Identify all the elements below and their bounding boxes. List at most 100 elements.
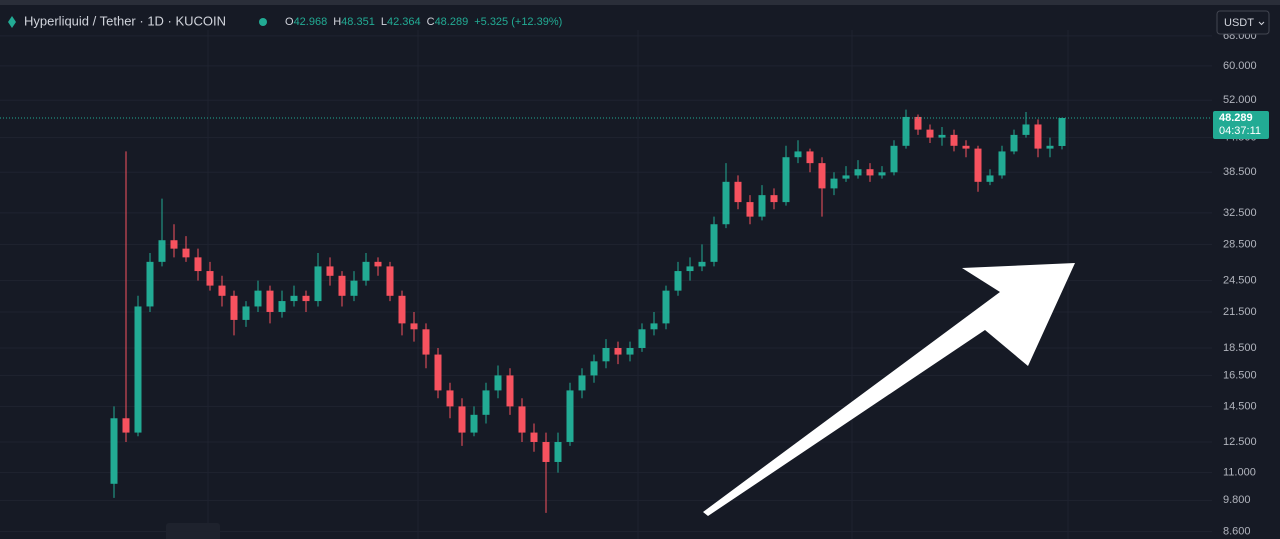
candle-body [362,261,370,281]
candle-body [218,285,226,296]
candle-body [926,129,934,138]
candle-body [470,414,478,433]
candle-body [794,151,802,158]
candle-body [338,275,346,296]
candle-body [962,145,970,149]
y-tick-label: 12.500 [1223,436,1257,448]
candle-body [254,290,262,307]
candle-body [1058,117,1066,146]
candle-body [266,290,274,312]
candle-body [398,295,406,324]
candle-body [974,148,982,182]
candle-body [614,347,622,355]
candle-body [602,347,610,362]
logo [8,16,16,28]
change: +5.325 (+12.39%) [474,16,562,28]
status-dot [259,18,267,26]
candle-body [842,175,850,179]
dropdown-icon[interactable] [1258,21,1265,26]
arrow [703,263,1075,516]
currency-box[interactable] [1216,10,1270,35]
y-tick-label: 16.500 [1223,369,1257,381]
y-tick-label: 18.500 [1223,342,1257,354]
top-border [0,0,1280,5]
ohlc-value: 48.289 [435,16,469,28]
symbol-title: Hyperliquid / Tether · 1D · KUCOIN [24,13,226,28]
candle-body [302,295,310,302]
candle-body [722,181,730,225]
ohlc-label: L [381,16,387,28]
candle-body [578,375,586,391]
candle-body [110,418,118,484]
y-tick-label: 38.500 [1223,166,1257,178]
candle-body [206,271,214,286]
candle-body [230,295,238,320]
candle-body [734,181,742,203]
candle-body [674,271,682,291]
candle-body [854,169,862,176]
candle-body [890,145,898,173]
candle-body [122,418,130,433]
candle-body [878,172,886,176]
price-label-bg [1213,110,1269,139]
candle-body [386,266,394,296]
candle-body [938,134,946,138]
y-tick-label: 8.600 [1223,526,1251,538]
candles [110,109,1066,513]
candle-body [446,390,454,407]
header: Hyperliquid / Tether · 1D · KUCOIN O42.9… [8,13,562,28]
candle-body [1010,134,1018,152]
candle-body [182,248,190,258]
candle-body [998,151,1006,176]
candle-body [134,306,142,433]
candle-body [434,354,442,391]
candle-body [902,116,910,146]
candle-body [518,406,526,433]
candle-body [830,178,838,189]
candle-body [1046,145,1054,149]
candle-body [410,323,418,330]
candle-body [698,261,706,267]
candle-body [530,432,538,442]
candle-body [170,240,178,249]
candle-body [806,151,814,164]
candle-body [350,280,358,296]
candle-body [758,195,766,217]
candle-body [818,163,826,189]
candle-body [650,323,658,330]
candle-body [866,169,874,176]
price-label: 48.289 [1219,112,1253,124]
candle-body [194,257,202,272]
y-tick-label: 52.000 [1223,94,1257,106]
countdown: 04:37:11 [1219,125,1261,137]
y-tick-label: 14.500 [1223,400,1257,412]
candle-body [158,240,166,262]
candle-body [506,375,514,407]
candle-body [326,266,334,276]
candle-body [290,295,298,302]
currency-button[interactable]: USDT [1216,10,1270,35]
candle-body [1022,124,1030,135]
candle-body [914,116,922,130]
candle-body [950,134,958,146]
y-axis: 68.00060.00052.00044.50038.50032.50028.5… [1223,30,1257,538]
toolbar-stub [166,523,220,539]
candle-body [482,390,490,415]
candle-body [278,301,286,312]
candle-body [314,266,322,302]
candle-body [782,157,790,203]
candle-body [638,329,646,348]
candle-body [1034,124,1042,149]
ohlc-label: H [333,16,341,28]
candle-body [686,266,694,272]
candle-body [710,224,718,262]
currency[interactable]: USDT [1224,17,1254,29]
price-box: 48.289 04:37:11 [1213,110,1269,139]
candle-body [458,406,466,433]
ohlc-label: O [285,16,294,28]
ohlc-value: 42.968 [294,16,328,28]
candle-body [422,329,430,355]
y-tick-label: 9.800 [1223,494,1251,506]
